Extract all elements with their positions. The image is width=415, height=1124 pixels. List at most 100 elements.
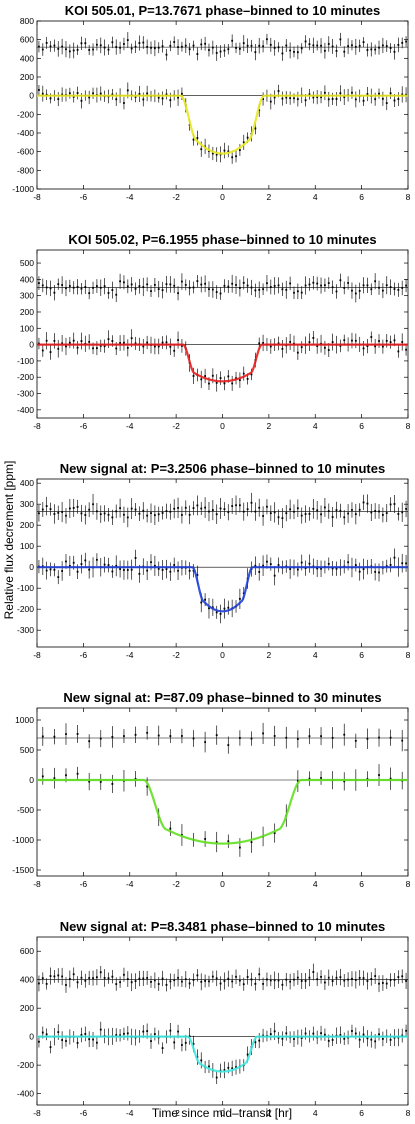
data-point — [146, 731, 149, 734]
data-point — [273, 574, 276, 577]
data-point — [385, 102, 388, 104]
data-point — [324, 506, 326, 509]
data-point — [374, 98, 377, 101]
x-tick-label: 4 — [313, 192, 318, 202]
data-point — [68, 978, 71, 980]
data-point — [316, 345, 319, 347]
data-point — [80, 287, 83, 290]
data-point — [273, 96, 276, 99]
data-point — [57, 1031, 60, 1033]
data-point — [80, 42, 83, 45]
data-point — [405, 507, 407, 510]
data-point — [142, 286, 145, 288]
data-point — [358, 289, 361, 292]
data-point — [339, 344, 342, 347]
data-point — [308, 735, 311, 738]
data-point — [242, 983, 245, 986]
chart-title: New signal at: P=8.3481 phase–binned to … — [60, 919, 385, 934]
data-point — [223, 1069, 226, 1071]
data-point — [358, 1038, 361, 1041]
data-point — [238, 737, 241, 739]
data-point — [327, 510, 330, 513]
x-tick-label: 2 — [267, 879, 272, 889]
y-tick-label: 100 — [20, 541, 34, 551]
x-tick-label: -8 — [33, 879, 41, 889]
data-point — [401, 1034, 404, 1037]
data-point — [366, 93, 369, 95]
data-point — [246, 1053, 249, 1056]
y-tick-label: -1000 — [12, 835, 34, 845]
data-point — [273, 1030, 276, 1033]
data-point — [65, 514, 67, 517]
transit-model-curve — [37, 1035, 408, 1073]
x-tick-label: -4 — [126, 1108, 134, 1118]
data-point — [177, 292, 179, 295]
data-point — [196, 280, 199, 283]
data-point — [107, 292, 110, 294]
data-point — [393, 50, 396, 53]
data-point — [401, 93, 404, 96]
data-point — [300, 980, 303, 982]
data-point — [53, 513, 56, 515]
data-point — [76, 92, 79, 94]
data-point — [208, 510, 210, 513]
data-point — [49, 45, 52, 48]
data-point — [250, 373, 253, 376]
data-point — [150, 561, 152, 564]
x-tick-label: -8 — [33, 650, 41, 660]
x-tick-label: 8 — [406, 1108, 411, 1118]
data-point — [374, 570, 377, 573]
x-tick-label: -6 — [80, 1108, 88, 1118]
data-point — [65, 984, 67, 986]
data-point — [370, 1038, 373, 1041]
data-point — [296, 51, 299, 54]
data-point — [123, 735, 125, 737]
data-point — [308, 562, 311, 565]
data-point — [327, 563, 330, 565]
data-point — [204, 741, 207, 743]
data-point — [266, 38, 268, 41]
data-point — [231, 156, 234, 159]
data-point — [385, 284, 388, 287]
data-point — [397, 976, 400, 978]
data-point — [38, 1040, 40, 1043]
data-point — [277, 516, 280, 519]
data-point — [99, 286, 102, 289]
data-point — [115, 347, 118, 350]
data-point — [96, 510, 98, 513]
x-tick-label: -4 — [126, 192, 134, 202]
data-point — [343, 287, 346, 289]
data-point — [211, 606, 214, 609]
data-point — [107, 513, 110, 516]
data-point — [72, 561, 75, 564]
data-point — [192, 138, 195, 141]
y-tick-label: 600 — [20, 35, 34, 45]
data-point — [277, 979, 280, 982]
data-point — [80, 99, 83, 102]
data-point — [211, 975, 214, 978]
data-point — [76, 346, 79, 349]
data-point — [354, 45, 357, 48]
data-point — [254, 127, 257, 130]
data-point — [362, 501, 365, 504]
data-point — [223, 284, 226, 287]
data-point — [177, 506, 179, 509]
data-point — [173, 507, 176, 510]
data-point — [393, 288, 396, 290]
data-point — [266, 505, 268, 508]
y-tick-label: 500 — [20, 258, 34, 268]
data-point — [41, 1031, 44, 1034]
data-point — [231, 505, 234, 507]
data-point — [211, 152, 214, 155]
y-tick-label: -300 — [17, 625, 34, 635]
data-point — [115, 983, 118, 985]
data-point — [324, 284, 326, 287]
data-point — [192, 737, 195, 740]
data-point — [285, 978, 288, 981]
data-point — [165, 93, 168, 96]
data-point — [269, 345, 272, 348]
data-point — [238, 597, 241, 600]
data-point — [235, 1066, 237, 1069]
data-point — [103, 563, 106, 566]
data-point — [389, 92, 392, 95]
